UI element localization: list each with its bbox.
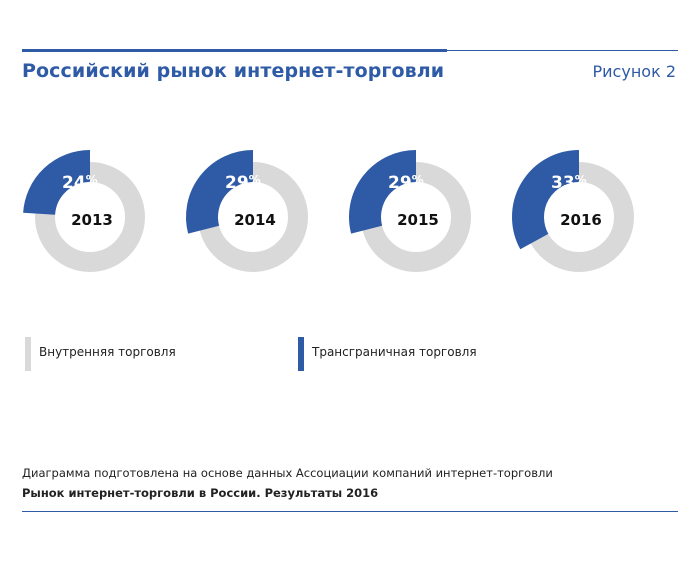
data-label-cross-border-2013: 24% <box>62 173 98 193</box>
donut-segment-cross-border-2015 <box>349 150 417 234</box>
year-label-2014: 2014 <box>234 211 276 229</box>
donut-segment-cross-border-2013 <box>23 150 91 216</box>
footnote: Диаграмма подготовлена на основе данных … <box>22 466 553 480</box>
figure-label: Рисунок 2 <box>592 62 677 81</box>
data-label-cross-border-2016: 33% <box>551 173 587 193</box>
top-rule <box>22 49 678 52</box>
top-rule-accent <box>22 49 447 52</box>
legend-swatch-domestic <box>25 337 31 371</box>
bottom-rule <box>22 511 678 512</box>
legend-label-domestic: Внутренняя торговля <box>39 345 176 359</box>
legend-swatch-cross-border <box>298 337 304 371</box>
top-rule-thin <box>447 50 678 51</box>
data-label-cross-border-2015: 29% <box>388 173 424 193</box>
source-title: Рынок интернет-торговли в России. Резуль… <box>22 486 379 500</box>
year-label-2015: 2015 <box>397 211 439 229</box>
year-label-2013: 2013 <box>71 211 113 229</box>
legend-label-cross-border: Трансграничная торговля <box>312 345 477 359</box>
donut-charts-svg: 24% 2013 29% 2014 29% 2015 33% 2016 <box>23 150 634 272</box>
page-title: Российский рынок интернет-торговли <box>22 60 445 82</box>
data-label-cross-border-2014: 29% <box>225 173 261 193</box>
donut-charts: 24% 2013 29% 2014 29% 2015 33% 2016 <box>0 145 700 285</box>
donut-segment-cross-border-2014 <box>186 150 254 234</box>
year-label-2016: 2016 <box>560 211 602 229</box>
donut-segment-cross-border-2016 <box>512 150 580 250</box>
